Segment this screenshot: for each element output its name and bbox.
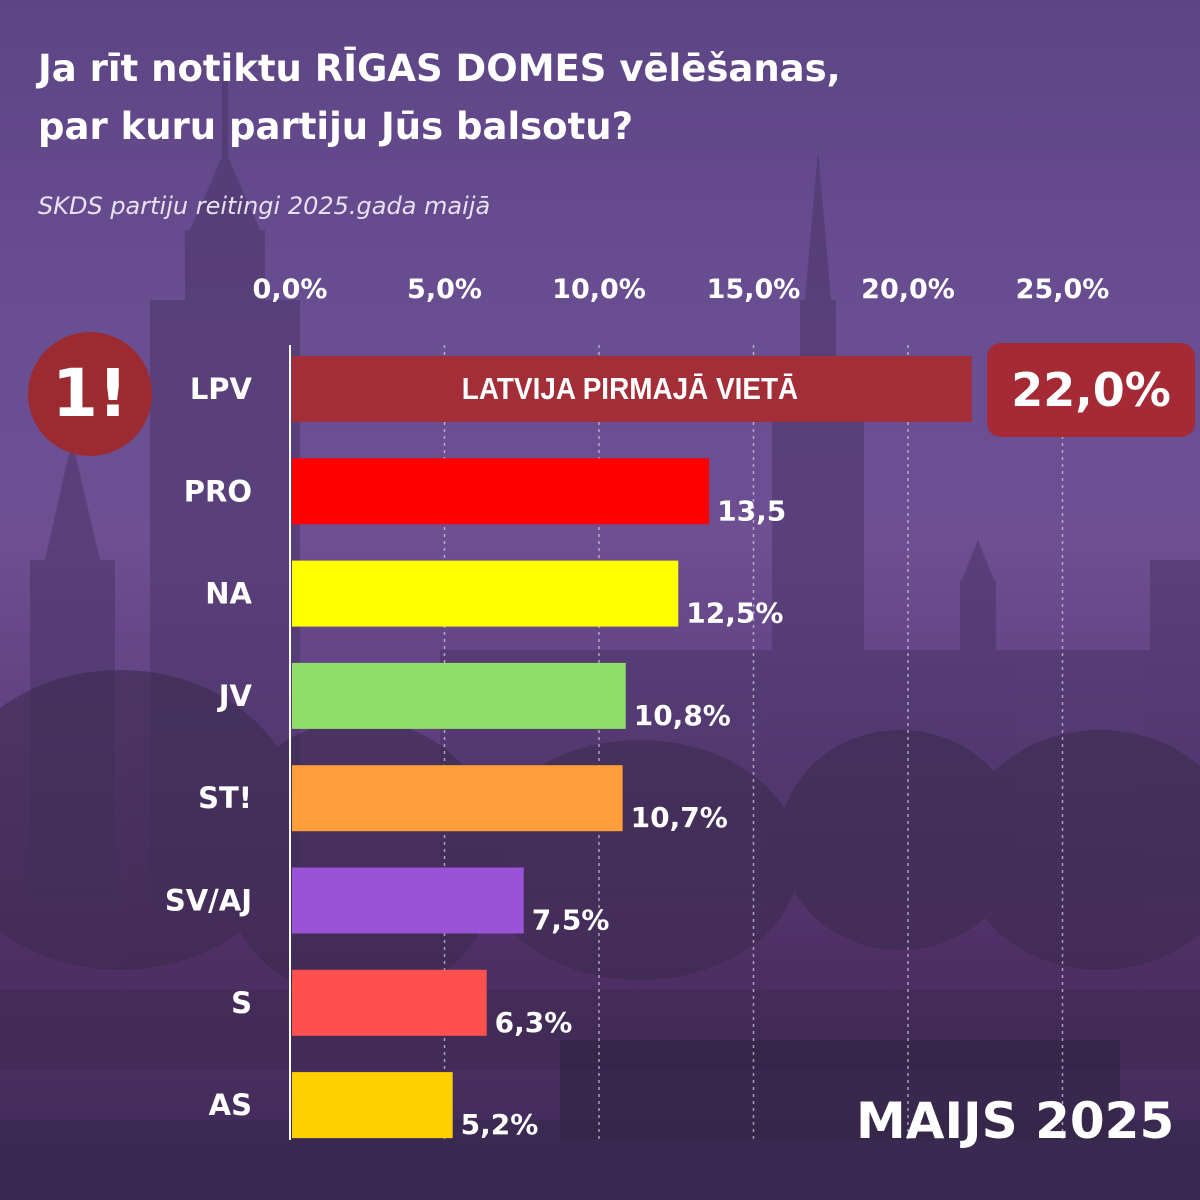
x-tick-label: 15,0%: [707, 274, 801, 305]
bar-st: [292, 765, 623, 832]
chart-title: Ja rīt notiktu RĪGAS DOMES vēlēšanas, pa…: [38, 40, 1038, 156]
chart-subtitle: SKDS partiju reitingi 2025.gada maijā: [38, 192, 491, 220]
bar-jv: [292, 662, 626, 729]
category-label: PRO: [184, 474, 252, 508]
bar-as: [292, 1072, 453, 1139]
category-label: LPV: [190, 372, 253, 406]
category-label: AS: [209, 1088, 252, 1122]
category-label: S: [231, 986, 252, 1020]
leader-value-badge: 22,0%: [987, 343, 1195, 437]
bar-pro: [292, 458, 710, 525]
leader-value: 22,0%: [1011, 363, 1171, 417]
value-labels: 13,5 12,5% 10,8% 10,7% 7,5% 6,3% 5,2%: [461, 494, 787, 1141]
bars: [292, 356, 972, 1139]
category-label: SV/AJ: [165, 884, 252, 918]
river: [0, 1120, 1200, 1200]
bar-s: [292, 969, 487, 1036]
party-logo: 1!: [28, 332, 152, 456]
category-label: ST!: [198, 781, 252, 815]
title-line-1: Ja rīt notiktu RĪGAS DOMES vēlēšanas,: [38, 47, 841, 90]
value-label: 7,5%: [532, 904, 610, 937]
value-label: 5,2%: [461, 1108, 539, 1141]
x-tick-label: 10,0%: [552, 274, 646, 305]
value-label: 12,5%: [686, 597, 783, 630]
category-label: NA: [205, 577, 252, 611]
x-tick-label: 0,0%: [253, 274, 328, 305]
category-label: JV: [217, 679, 253, 713]
bar-svaj: [292, 867, 524, 934]
bar-na: [292, 560, 679, 627]
value-label: 6,3%: [495, 1006, 573, 1039]
value-label: 13,5: [717, 494, 786, 527]
x-tick-label: 25,0%: [1016, 274, 1110, 305]
x-tick-label: 20,0%: [861, 274, 955, 305]
value-label: 10,8%: [634, 699, 731, 732]
value-label: 10,7%: [631, 801, 728, 834]
title-line-2: par kuru partiju Jūs balsotu?: [38, 105, 634, 148]
x-tick-label: 5,0%: [407, 274, 482, 305]
period-label: MAIJS 2025: [856, 1092, 1175, 1150]
bar-lpv: [292, 356, 972, 422]
leader-party-name: LATVIJA PIRMAJĀ VIETĀ: [461, 371, 799, 406]
x-axis-ticks: 0,0% 5,0% 10,0% 15,0% 20,0% 25,0%: [253, 274, 1110, 305]
category-labels: LPV PRO NA JV ST! SV/AJ S AS: [165, 372, 253, 1122]
